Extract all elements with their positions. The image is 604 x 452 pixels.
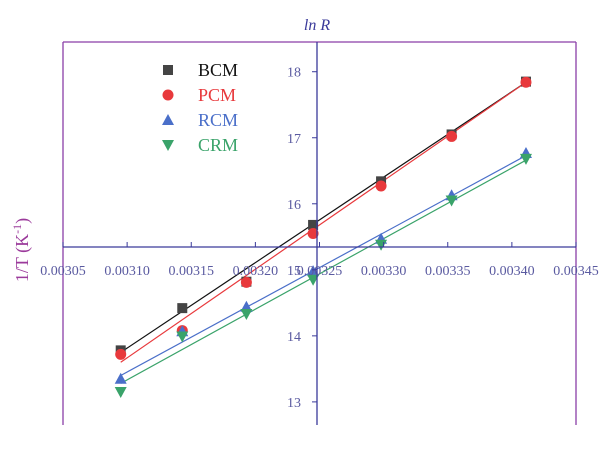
bcm-fit-line [120, 81, 527, 353]
legend-marker-bcm [163, 65, 173, 75]
rcm-point [114, 372, 127, 384]
legend-label-bcm: BCM [198, 60, 238, 80]
crm-point [375, 239, 388, 251]
pcm-point [240, 276, 252, 288]
crm-point [307, 274, 320, 286]
crm-point [445, 195, 458, 207]
x-tick-label: 0.00335 [425, 264, 471, 279]
x-tick-label: 0.00330 [361, 264, 407, 279]
chart-title: ln R [304, 17, 330, 34]
legend: BCM PCM RCM CRM [162, 60, 238, 155]
pcm-point [520, 76, 532, 88]
crm-fit-line [120, 159, 527, 384]
y-tick-label: 17 [287, 132, 301, 147]
legend-label-rcm: RCM [198, 110, 238, 130]
rcm-point [307, 265, 320, 277]
pcm-point [446, 130, 458, 142]
y-tick-label: 15 [287, 264, 301, 279]
fit-lines [120, 81, 527, 384]
x-tick-label: 0.00345 [553, 264, 599, 279]
legend-marker-crm [162, 140, 174, 151]
y-tick-label: 18 [287, 66, 301, 81]
crm-point [176, 331, 189, 343]
legend-marker-pcm [162, 89, 174, 101]
y-tick-label: 16 [287, 198, 301, 213]
y-axis-label: 1/T (K-1) [10, 218, 33, 282]
pcm-fit-line [120, 81, 527, 363]
svg-text:1/T (K-1): 1/T (K-1) [10, 218, 33, 282]
data-points [114, 76, 532, 398]
x-tick-label: 0.00315 [169, 264, 215, 279]
legend-label-crm: CRM [198, 135, 238, 155]
x-tick-label: 0.00340 [489, 264, 535, 279]
pcm-point [115, 348, 127, 360]
axes: 0.00305 0.00310 0.00315 0.00320 0.00325 0.003… [40, 42, 599, 425]
y-tick-label: 14 [287, 330, 301, 345]
rcm-fit-line [120, 155, 527, 377]
legend-marker-rcm [162, 114, 174, 125]
x-tick-label: 0.00320 [233, 264, 279, 279]
pcm-point [307, 228, 319, 239]
bcm-point [177, 303, 188, 314]
y-tick-label: 13 [287, 396, 301, 411]
crm-point [240, 309, 253, 321]
bcm-point [308, 219, 319, 230]
legend-label-pcm: PCM [198, 85, 236, 105]
x-tick-label: 0.00310 [104, 264, 150, 279]
rcm-point [240, 300, 253, 312]
crm-point [114, 386, 127, 398]
frame-layer [62, 41, 577, 425]
pcm-point [375, 180, 387, 192]
x-tick-label: 0.00325 [297, 264, 343, 279]
crm-point [519, 153, 532, 165]
x-tick-label: 0.00305 [40, 264, 86, 279]
